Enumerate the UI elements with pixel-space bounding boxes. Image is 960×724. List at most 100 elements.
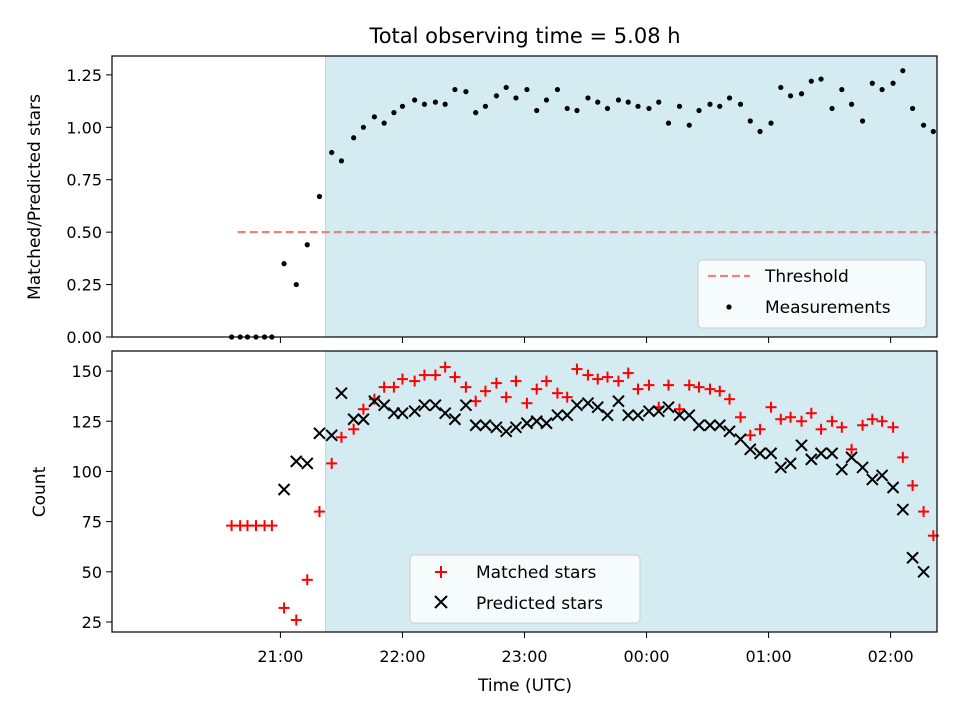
- bottom-legend: Matched stars Predicted stars: [409, 554, 641, 624]
- matched-star-point: [439, 361, 451, 373]
- predicted-star-point: [835, 463, 849, 476]
- matched-star-point: [785, 411, 797, 423]
- predicted-star-point: [396, 407, 409, 420]
- measurement-point: [503, 84, 509, 91]
- predicted-star-point: [438, 407, 452, 420]
- predicted-star-point: [652, 405, 665, 418]
- matched-star-point: [887, 421, 899, 433]
- measurement-point: [707, 101, 713, 107]
- matched-star-point: [754, 423, 766, 435]
- matched-star-point: [409, 375, 421, 387]
- measurement-point: [646, 105, 652, 112]
- predicted-star-point: [764, 447, 778, 460]
- matched-star-point: [418, 369, 430, 381]
- measurement-point: [534, 107, 540, 114]
- matched-star-point: [490, 377, 502, 389]
- predicted-star-point: [866, 473, 879, 486]
- measurement-point: [909, 105, 916, 112]
- top-y-tick-label-0: 0.00: [66, 328, 102, 347]
- measurement-point: [778, 84, 784, 91]
- matched-star-point: [907, 479, 919, 491]
- predicted-star-point: [357, 413, 370, 426]
- matched-star-point: [368, 393, 380, 405]
- top-y-tick-label-4: 1.00: [66, 118, 102, 137]
- top-y-tick-label-1: 0.25: [66, 276, 102, 295]
- matched-star-point: [704, 383, 716, 395]
- measurement-point: [391, 110, 397, 116]
- measurement-point: [564, 105, 570, 112]
- predicted-star-point: [753, 447, 767, 460]
- matched-star-point: [378, 381, 390, 393]
- measurement-point: [304, 242, 310, 248]
- matched-star-point: [826, 415, 838, 427]
- predicted-star-point: [540, 417, 553, 430]
- matched-star-point: [918, 506, 930, 518]
- predicted-star-point: [692, 419, 706, 432]
- bottom-legend-box: [409, 554, 641, 624]
- top-x-ticks: [279, 337, 892, 343]
- measurement-point: [524, 86, 530, 93]
- matched-star-point: [724, 393, 736, 405]
- matched-star-point: [396, 373, 408, 385]
- x-tick-label-0: 21:00: [257, 647, 303, 666]
- matched-star-point: [643, 379, 655, 391]
- predicted-star-point: [805, 453, 818, 466]
- measurement-point: [787, 93, 794, 99]
- measurement-point: [757, 128, 763, 135]
- measurement-point: [625, 99, 631, 105]
- matched-star-point: [301, 574, 313, 586]
- predicted-star-point: [499, 425, 513, 438]
- matched-star-point: [521, 397, 533, 409]
- top-legend: Threshold Measurements: [697, 259, 927, 329]
- predicted-star-point: [744, 443, 757, 456]
- predicted-star-point: [581, 396, 595, 410]
- measurement-point: [329, 149, 335, 156]
- measurement-point: [930, 128, 936, 135]
- matched-star-point: [836, 421, 848, 433]
- measurement-point: [808, 78, 814, 84]
- predicted-star-point: [917, 565, 930, 578]
- measurement-point: [281, 261, 287, 267]
- matched-star-point: [266, 520, 278, 532]
- matched-star-point: [897, 451, 909, 463]
- matched-star-point: [866, 413, 878, 425]
- measurement-point: [818, 76, 824, 82]
- matched-star-point: [857, 419, 869, 431]
- legend-measurements-label: Measurements: [765, 298, 891, 318]
- bottom-y-axis-label: Count: [30, 466, 50, 517]
- measurement-point: [859, 118, 866, 124]
- measurement-point: [399, 103, 406, 109]
- predicted-star-point: [845, 451, 858, 464]
- matched-star-point: [693, 381, 705, 393]
- predicted-star-point: [301, 457, 314, 470]
- top-chart-title: Total observing time = 5.08 h: [368, 24, 680, 48]
- legend-predicted-swatch: [434, 595, 448, 609]
- matched-star-point: [388, 381, 400, 393]
- predicted-star-point: [591, 400, 604, 414]
- matched-star-point: [326, 457, 338, 469]
- bottom-y-ticks: 25 50 75 100 125 150: [71, 351, 938, 632]
- matched-star-point: [846, 443, 858, 455]
- measurement-point: [316, 193, 323, 200]
- measurement-point: [869, 80, 875, 86]
- predicted-star-point: [886, 481, 900, 494]
- top-y-tick-label-5: 1.25: [66, 66, 102, 85]
- matched-star-point: [531, 383, 543, 395]
- matched-star-point: [805, 407, 817, 419]
- predicted-star-point: [825, 447, 839, 460]
- predicted-star-point: [277, 483, 291, 496]
- matched-star-point: [290, 614, 302, 626]
- measurement-point: [371, 114, 377, 120]
- measurement-point: [381, 120, 387, 126]
- measurement-point: [696, 107, 702, 114]
- matched-star-point: [876, 415, 888, 427]
- matched-star-point: [460, 381, 472, 393]
- matched-star-point: [561, 391, 573, 403]
- matched-star-point: [601, 371, 613, 383]
- measurement-point: [726, 95, 733, 101]
- measurement-point: [421, 101, 428, 107]
- measurement-point: [585, 95, 591, 101]
- matched-star-point: [479, 385, 491, 397]
- matched-star-point: [571, 363, 583, 375]
- measurement-point: [879, 86, 885, 93]
